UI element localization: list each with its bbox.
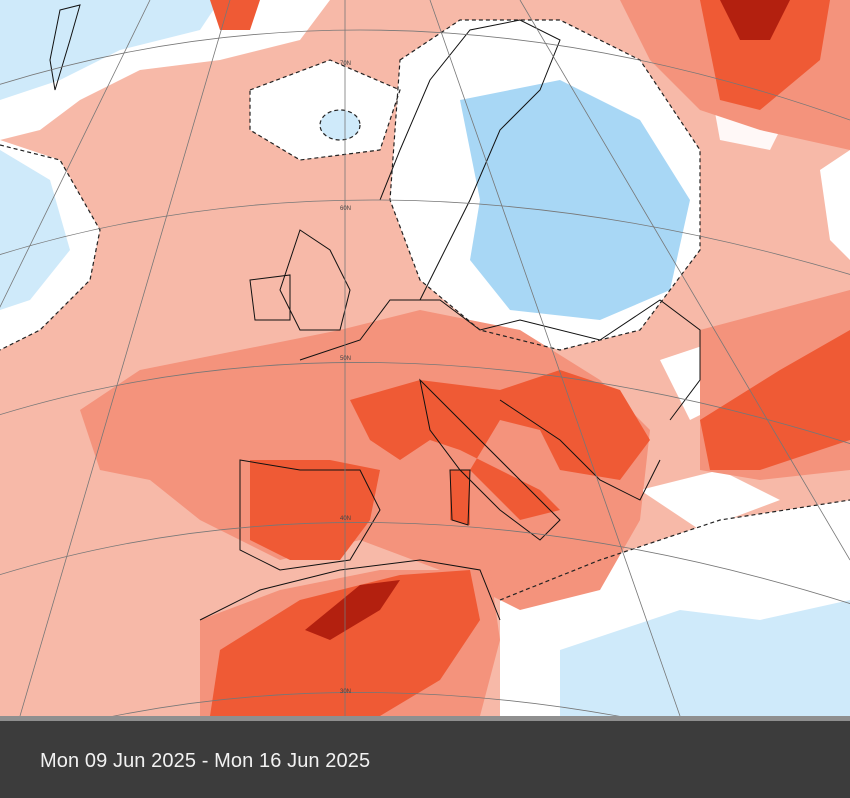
anomaly-map: 70N 60N 50N 40N 30N [0,0,850,716]
graticule [0,0,850,716]
footer-bar: Mon 09 Jun 2025 - Mon 16 Jun 2025 [0,721,850,798]
lat-label: 70N [340,61,351,67]
lat-label: 50N [340,356,351,362]
date-range-label: Mon 09 Jun 2025 - Mon 16 Jun 2025 [40,750,371,772]
anomaly-contours [0,19,850,601]
lat-label: 30N [340,689,351,695]
coastlines [49,4,701,621]
lat-label: 40N [340,516,351,522]
lat-label: 60N [340,206,351,212]
latitude-labels: 70N 60N 50N 40N 30N [340,61,351,695]
divider [0,716,850,721]
